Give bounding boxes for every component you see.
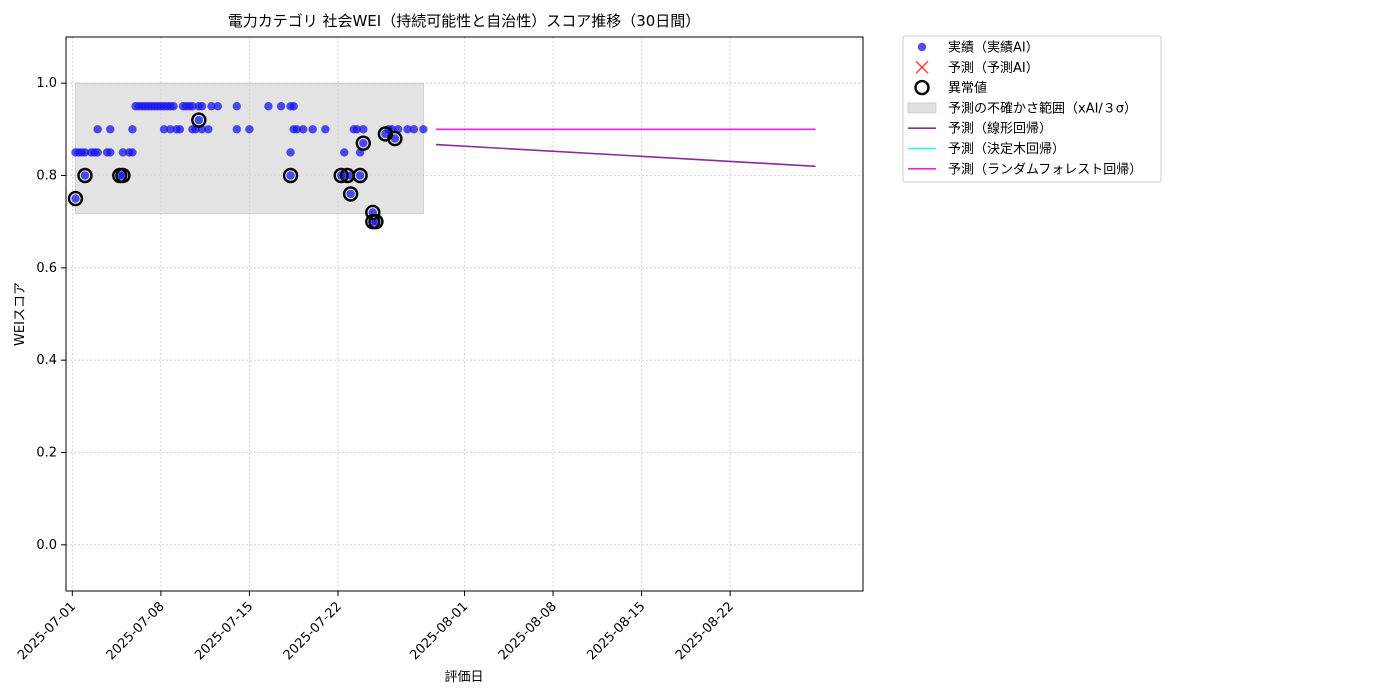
legend-label: 予測（ランダムフォレスト回帰） — [948, 161, 1142, 177]
actual-point — [264, 102, 273, 111]
actual-point — [93, 125, 102, 134]
actual-point — [390, 134, 400, 143]
anomaly-marker — [368, 213, 384, 230]
circle-marker-icon — [917, 42, 927, 52]
actual-point — [352, 125, 362, 134]
y-tick-label: 0.6 — [36, 261, 57, 276]
actual-point — [197, 102, 207, 111]
anomaly-marker — [365, 204, 381, 221]
actual-point — [340, 148, 349, 157]
anomaly-marker — [387, 130, 403, 147]
anomaly-marker — [191, 112, 207, 128]
actual-point — [276, 102, 286, 111]
actual-point — [355, 171, 365, 180]
actual-point — [93, 148, 102, 157]
actual-point — [194, 115, 204, 125]
actual-point — [232, 125, 241, 134]
actual-point — [409, 125, 419, 134]
legend-item-uncertainty: 予測の不確かさ範囲（xAI/３σ） — [907, 100, 1137, 116]
ring-marker-icon — [914, 79, 930, 96]
x-marker-icon — [915, 60, 929, 74]
actual-point — [359, 138, 368, 148]
legend-label: 予測（線形回帰） — [948, 121, 1052, 137]
actual-point — [346, 189, 355, 199]
legend-item-forest: 予測（ランダムフォレスト回帰） — [908, 161, 1142, 177]
anomaly-marker — [333, 167, 349, 184]
actual-point — [159, 125, 169, 134]
actual-point — [299, 125, 308, 134]
actual-point — [213, 102, 223, 111]
actual-point — [308, 125, 317, 134]
actual-point — [204, 125, 213, 134]
y-tick-label: 1.0 — [36, 76, 57, 91]
actual-point — [207, 102, 216, 111]
actual-point — [175, 125, 185, 134]
actual-point — [128, 125, 137, 134]
actual-point — [118, 148, 128, 157]
actual-point — [419, 125, 428, 134]
forecast-line-linear — [435, 143, 816, 168]
legend-label: 予測（決定木回帰） — [948, 141, 1065, 157]
actual-point — [106, 125, 115, 134]
actual-point — [286, 148, 295, 157]
actual-point — [188, 102, 197, 111]
anomaly-marker — [342, 186, 359, 202]
actual-point — [169, 102, 178, 111]
anomaly-marker — [115, 167, 131, 184]
plot-area — [66, 37, 863, 591]
actual-point — [359, 125, 368, 134]
legend-label: 実績（実績AI） — [948, 40, 1039, 56]
y-tick-label: 0.0 — [36, 538, 57, 553]
y-tick-label: 0.4 — [36, 353, 57, 368]
anomaly-marker — [352, 167, 368, 184]
legend-item-predicted: 予測（予測AI） — [915, 60, 1039, 76]
anomaly-marker — [77, 167, 93, 184]
x-marker-stroke — [915, 60, 929, 74]
anomaly-marker — [282, 167, 299, 184]
legend-item-linear: 予測（線形回帰） — [908, 121, 1052, 137]
legend-item-tree: 予測（決定木回帰） — [908, 141, 1065, 157]
actual-point — [128, 148, 137, 157]
anomaly-marker — [355, 135, 371, 151]
actual-point — [232, 102, 241, 111]
actual-point — [321, 125, 330, 134]
x-axis-label: 評価日 — [444, 670, 483, 685]
actual-point — [166, 125, 175, 134]
uncertainty-band — [75, 82, 424, 215]
legend-item-actual: 実績（実績AI） — [917, 40, 1039, 56]
actual-point — [245, 125, 254, 134]
actual-point — [286, 171, 295, 180]
actual-point — [289, 102, 298, 111]
y-tick-label: 0.2 — [36, 446, 57, 461]
anomaly-marker — [67, 190, 84, 207]
legend-item-anomaly: 異常値 — [914, 79, 987, 96]
legend-label: 予測の不確かさ範囲（xAI/３σ） — [948, 100, 1137, 116]
y-tick-label: 0.8 — [36, 169, 57, 184]
actual-point — [71, 194, 80, 203]
actual-point — [106, 148, 115, 157]
legend-label: 予測（予測AI） — [948, 61, 1039, 76]
actual-point — [80, 171, 90, 180]
legend-box — [902, 35, 1162, 183]
actual-point — [292, 125, 302, 134]
actual-point — [403, 125, 412, 134]
legend-label: 異常値 — [948, 80, 987, 96]
chart-title: 電力カテゴリ 社会WEI（持続可能性と自治性）スコア推移（30日間） — [228, 12, 701, 30]
y-axis-label: WEIスコア — [13, 282, 28, 346]
actual-point — [80, 148, 90, 157]
band-swatch-icon — [907, 102, 937, 114]
